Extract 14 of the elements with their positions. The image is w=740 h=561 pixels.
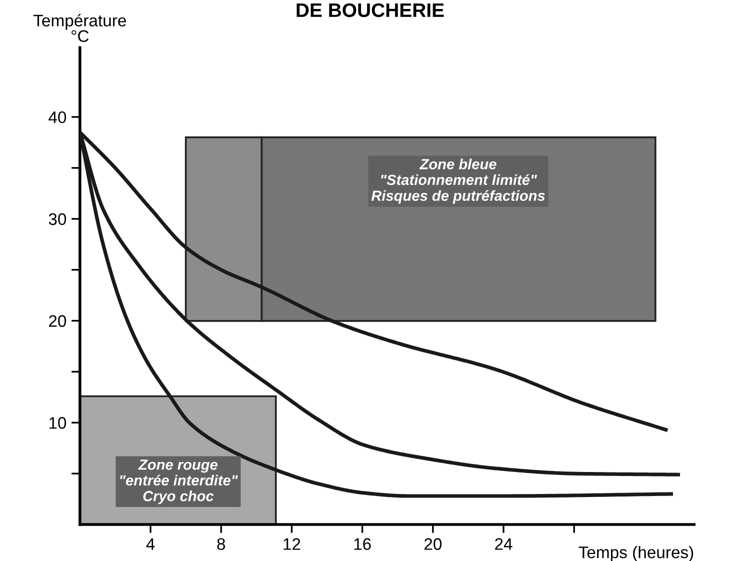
y-tick-label: 10 bbox=[49, 417, 66, 429]
x-tick-label: 16 bbox=[354, 538, 371, 550]
annotation: Zone rouge "entrée interdite" Cryo choc bbox=[120, 460, 238, 504]
y-tick-label: 40 bbox=[48, 111, 66, 124]
x-tick-label: 12 bbox=[284, 538, 300, 550]
y-tick-label: 20 bbox=[49, 315, 66, 327]
x-tick-label: 8 bbox=[217, 538, 226, 550]
y-axis-title: Température °C bbox=[34, 14, 126, 42]
x-tick-label: 20 bbox=[424, 538, 442, 550]
y-tick-label: 30 bbox=[48, 213, 66, 226]
x-tick-label: 4 bbox=[146, 538, 155, 550]
x-tick-label: 24 bbox=[495, 538, 512, 550]
chart-title: DE BOUCHERIE bbox=[296, 3, 444, 18]
annotation: Zone bleue "Stationnement limité" Risques de putréfactions bbox=[371, 158, 545, 204]
